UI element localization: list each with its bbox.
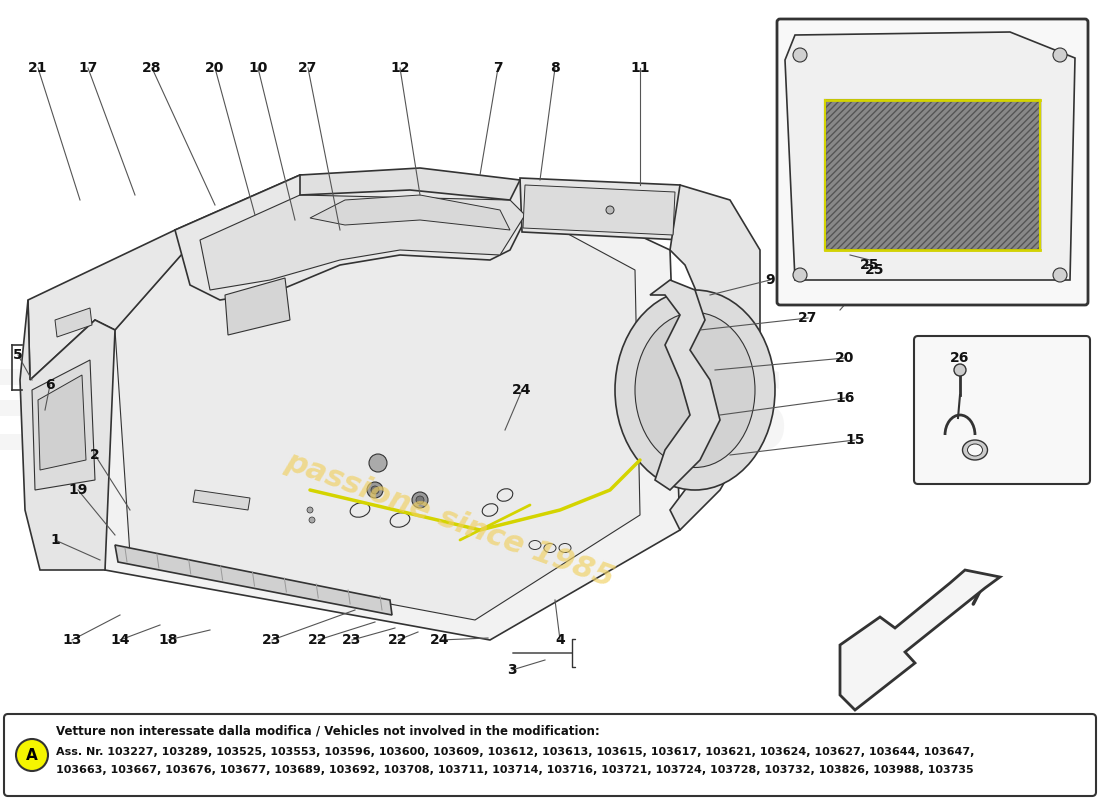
Text: 5: 5 xyxy=(13,348,23,362)
Ellipse shape xyxy=(635,313,755,467)
Text: 17: 17 xyxy=(78,61,98,75)
Polygon shape xyxy=(226,278,290,335)
Circle shape xyxy=(1053,268,1067,282)
Polygon shape xyxy=(522,185,675,235)
Ellipse shape xyxy=(968,444,982,456)
Text: 10: 10 xyxy=(249,61,267,75)
Text: 23: 23 xyxy=(262,633,282,647)
Polygon shape xyxy=(20,300,115,570)
Text: 27: 27 xyxy=(799,311,817,325)
Text: 21: 21 xyxy=(29,61,47,75)
Polygon shape xyxy=(39,375,86,470)
Circle shape xyxy=(416,496,424,504)
Polygon shape xyxy=(310,195,510,230)
Text: 24: 24 xyxy=(513,383,531,397)
Polygon shape xyxy=(300,168,520,200)
Text: 12: 12 xyxy=(390,61,409,75)
Text: 4: 4 xyxy=(556,633,565,647)
Polygon shape xyxy=(116,545,392,615)
Polygon shape xyxy=(650,280,721,490)
Text: 22: 22 xyxy=(308,633,328,647)
Ellipse shape xyxy=(962,440,988,460)
Text: 8: 8 xyxy=(550,61,560,75)
Text: 11: 11 xyxy=(630,61,650,75)
Text: 24: 24 xyxy=(430,633,450,647)
Text: 20: 20 xyxy=(206,61,224,75)
Text: 13: 13 xyxy=(63,633,81,647)
Polygon shape xyxy=(28,230,190,380)
Polygon shape xyxy=(175,175,535,300)
Circle shape xyxy=(307,507,314,513)
Polygon shape xyxy=(32,360,95,490)
Polygon shape xyxy=(95,175,680,640)
Ellipse shape xyxy=(615,290,776,490)
Circle shape xyxy=(371,486,380,494)
Polygon shape xyxy=(520,178,682,240)
Polygon shape xyxy=(670,185,760,530)
Text: 25: 25 xyxy=(866,263,884,277)
Circle shape xyxy=(1053,48,1067,62)
Text: 15: 15 xyxy=(845,433,865,447)
Text: passione since 1985: passione since 1985 xyxy=(282,447,618,593)
Text: 25: 25 xyxy=(860,258,880,272)
Circle shape xyxy=(367,482,383,498)
Text: 23: 23 xyxy=(342,633,362,647)
Circle shape xyxy=(793,268,807,282)
Polygon shape xyxy=(55,308,92,337)
Text: Vetture non interessate dalla modifica / Vehicles not involved in the modificati: Vetture non interessate dalla modifica /… xyxy=(56,725,600,738)
Text: A: A xyxy=(26,747,37,762)
Text: EUROSPARES: EUROSPARES xyxy=(0,366,793,474)
Circle shape xyxy=(368,454,387,472)
Text: 1: 1 xyxy=(51,533,59,547)
Polygon shape xyxy=(200,195,525,290)
Text: 27: 27 xyxy=(298,61,318,75)
Text: 3: 3 xyxy=(507,663,517,677)
Circle shape xyxy=(954,364,966,376)
Circle shape xyxy=(16,739,48,771)
Text: 22: 22 xyxy=(388,633,408,647)
Circle shape xyxy=(309,517,315,523)
Text: 6: 6 xyxy=(45,378,55,392)
FancyBboxPatch shape xyxy=(777,19,1088,305)
Text: 7: 7 xyxy=(493,61,503,75)
Polygon shape xyxy=(840,570,1000,710)
Text: 2: 2 xyxy=(90,448,100,462)
Text: 9: 9 xyxy=(766,273,774,287)
Polygon shape xyxy=(116,195,640,620)
Text: 28: 28 xyxy=(142,61,162,75)
Polygon shape xyxy=(192,490,250,510)
Circle shape xyxy=(606,206,614,214)
Polygon shape xyxy=(825,100,1040,250)
Text: 20: 20 xyxy=(835,351,855,365)
Text: 26: 26 xyxy=(950,351,970,365)
Circle shape xyxy=(793,48,807,62)
Text: Ass. Nr. 103227, 103289, 103525, 103553, 103596, 103600, 103609, 103612, 103613,: Ass. Nr. 103227, 103289, 103525, 103553,… xyxy=(56,747,975,757)
Polygon shape xyxy=(785,32,1075,280)
FancyBboxPatch shape xyxy=(914,336,1090,484)
Text: 14: 14 xyxy=(110,633,130,647)
Text: 103663, 103667, 103676, 103677, 103689, 103692, 103708, 103711, 103714, 103716, : 103663, 103667, 103676, 103677, 103689, … xyxy=(56,765,974,775)
Text: 19: 19 xyxy=(68,483,88,497)
Circle shape xyxy=(412,492,428,508)
Text: 16: 16 xyxy=(835,391,855,405)
FancyBboxPatch shape xyxy=(4,714,1096,796)
Text: 18: 18 xyxy=(158,633,178,647)
